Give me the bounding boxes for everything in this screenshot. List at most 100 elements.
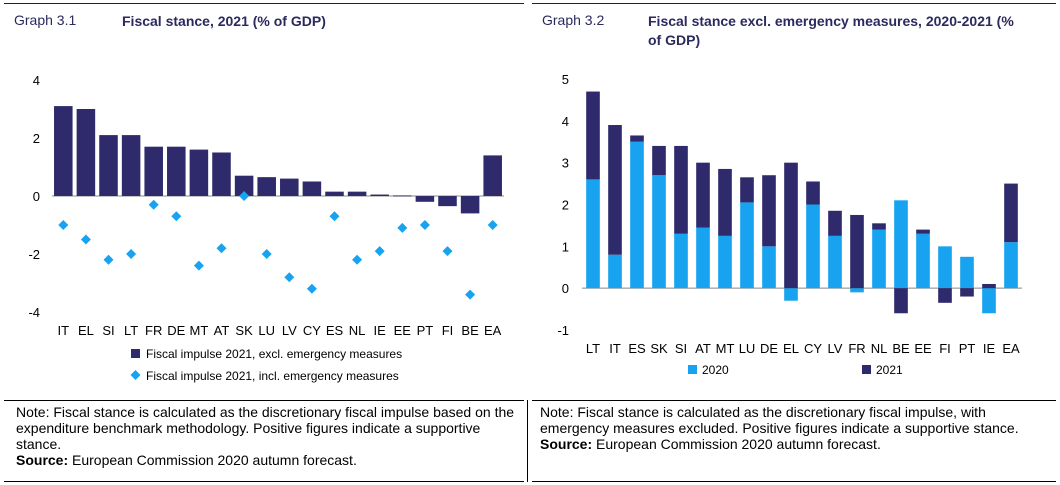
bar-FI — [438, 196, 457, 207]
marker-MT — [193, 260, 204, 271]
bar-SI — [99, 135, 118, 196]
bar-2021-IT — [608, 125, 622, 255]
bar-ES — [325, 191, 344, 196]
marker-PT — [419, 220, 430, 230]
graph-panel-right: Graph 3.2 Fiscal stance excl. emergency … — [532, 0, 1056, 485]
bar-2021-EA — [1004, 183, 1018, 243]
marker-EE — [397, 222, 408, 233]
bar-PT — [415, 196, 435, 202]
legend-label: 2020 — [702, 363, 729, 377]
bar-2021-IE — [982, 283, 996, 289]
legend-swatch-2020 — [688, 365, 697, 374]
x-tick-label: PT — [417, 323, 434, 338]
graph-header: Graph 3.1 Fiscal stance, 2021 (% of GDP) — [4, 3, 524, 53]
x-tick-label: MT — [190, 323, 209, 338]
y-tick-label: 2 — [33, 131, 40, 146]
bar-2021-DE — [762, 175, 776, 247]
bar-2020-ES — [630, 141, 644, 289]
bar-2021-BE — [894, 288, 908, 314]
bar-IT — [54, 106, 73, 196]
bar-2021-FI — [938, 288, 952, 303]
x-tick-label: EA — [484, 323, 502, 338]
x-tick-label: NL — [871, 341, 888, 356]
x-tick-label: EL — [78, 323, 94, 338]
bar-2020-EE — [916, 233, 930, 289]
bar-2020-LV — [828, 235, 842, 289]
x-tick-label: FR — [145, 323, 162, 338]
y-tick-label: 0 — [33, 189, 40, 204]
x-tick-label: NL — [349, 323, 366, 338]
bar-2021-CY — [806, 181, 820, 205]
bar-BE — [460, 196, 480, 214]
marker-SI — [103, 254, 114, 265]
y-tick-label: -2 — [28, 247, 40, 262]
x-tick-label: IE — [374, 323, 387, 338]
marker-FR — [148, 199, 159, 210]
bar-2021-EE — [916, 229, 930, 234]
x-tick-label: BE — [461, 323, 479, 338]
x-tick-label: SK — [235, 323, 253, 338]
x-tick-label: IE — [983, 341, 996, 356]
bar-2020-SI — [674, 233, 688, 289]
bar-EL — [76, 109, 96, 196]
bar-2020-EL — [784, 288, 798, 301]
x-tick-label: EE — [914, 341, 932, 356]
marker-CY — [306, 283, 317, 294]
legend-label: Fiscal impulse 2021, excl. emergency mea… — [146, 347, 402, 361]
marker-IE — [374, 246, 385, 257]
bar-MT — [189, 149, 209, 196]
graph-title: Fiscal stance excl. emergency measures, … — [648, 13, 1014, 48]
top-rule — [4, 3, 524, 4]
x-tick-label: CY — [804, 341, 822, 356]
y-tick-label: 2 — [562, 198, 569, 213]
bar-2020-CY — [806, 204, 820, 289]
source-label: Source: — [16, 452, 69, 468]
bar-FR — [144, 146, 163, 196]
marker-LV — [284, 272, 295, 283]
x-tick-label: EA — [1002, 341, 1020, 356]
bar-LU — [257, 177, 276, 196]
bar-LV — [280, 178, 299, 196]
legend-swatch-marker — [130, 370, 141, 380]
bar-2020-AT — [696, 227, 710, 289]
bar-2021-LV — [828, 210, 842, 236]
x-tick-label: FI — [442, 323, 454, 338]
graph-number: Graph 3.2 — [542, 12, 605, 28]
bar-2020-DE — [762, 246, 776, 289]
x-tick-label: IT — [58, 323, 70, 338]
bar-SK — [234, 175, 254, 196]
top-rule — [532, 3, 1056, 4]
chart-fiscal-stance-excl-emergency: -1 0 1 2 3 4 5 LT IT ES SK SI AT MT LU DE EL CY LV FR NL BE EE… — [557, 72, 1022, 377]
x-tick-label: LV — [282, 323, 297, 338]
x-tick-label: EE — [394, 323, 412, 338]
bar-2020-FI — [938, 246, 952, 289]
y-tick-label: -4 — [28, 305, 40, 320]
marker-IT — [58, 220, 69, 230]
x-tick-label: PT — [959, 341, 976, 356]
x-tick-label: LU — [258, 323, 275, 338]
x-tick-label: MT — [716, 341, 735, 356]
x-tick-label: IT — [609, 341, 621, 356]
graph-header: Graph 3.2 Fiscal stance excl. emergency … — [532, 3, 1056, 53]
marker-EA — [487, 220, 498, 230]
x-tick-label: AT — [214, 323, 230, 338]
source-label: Source: — [540, 436, 593, 452]
bar-2021-AT — [696, 162, 710, 228]
bar-2020-BE — [894, 200, 908, 289]
bar-2021-ES — [630, 135, 644, 142]
x-tick-label: LU — [739, 341, 756, 356]
x-tick-label: FR — [848, 341, 865, 356]
graph-panel-left: Graph 3.1 Fiscal stance, 2021 (% of GDP)… — [4, 0, 524, 485]
x-tick-label: LV — [828, 341, 843, 356]
y-tick-label: 4 — [33, 73, 40, 88]
bar-2020-MT — [718, 235, 732, 289]
bar-2021-MT — [718, 168, 732, 236]
bar-2021-SI — [674, 145, 688, 234]
marker-FI — [442, 246, 453, 257]
legend-label: Fiscal impulse 2021, incl. emergency mea… — [146, 369, 399, 383]
bar-EE — [393, 195, 412, 197]
note-block: Note: Fiscal stance is calculated as the… — [4, 400, 524, 482]
bar-EA — [483, 155, 502, 196]
bar-2020-IE — [982, 288, 996, 314]
note-divider — [527, 400, 528, 482]
